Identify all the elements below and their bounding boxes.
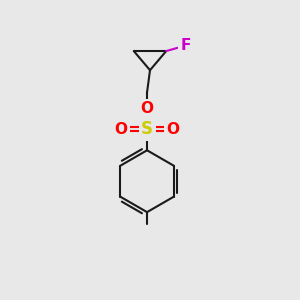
Text: O: O [115, 122, 128, 136]
Text: F: F [181, 38, 191, 53]
Text: S: S [141, 120, 153, 138]
Text: O: O [167, 122, 179, 136]
Text: O: O [141, 101, 154, 116]
